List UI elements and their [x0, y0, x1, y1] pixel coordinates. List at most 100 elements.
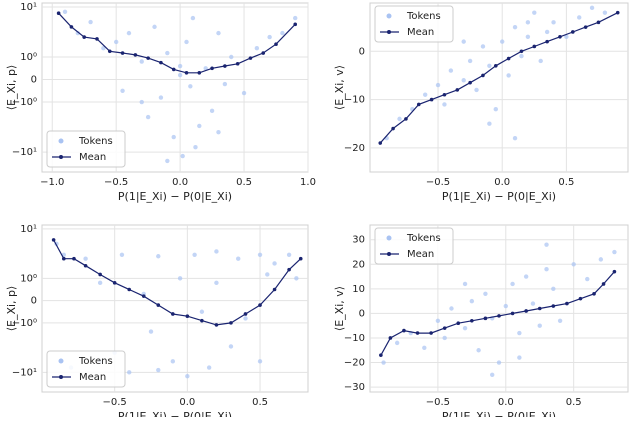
mean-point: [442, 92, 447, 97]
token-point: [145, 114, 151, 120]
token-point: [397, 116, 402, 122]
mean-point: [379, 353, 383, 357]
x-tick-label: 0.0: [172, 177, 188, 188]
token-point: [394, 340, 400, 346]
token-point: [589, 5, 595, 11]
token-point: [199, 309, 205, 314]
mean-point: [159, 60, 163, 65]
token-point: [532, 10, 537, 15]
mean-point: [470, 318, 474, 323]
token-point: [243, 316, 248, 321]
mean-point: [571, 30, 575, 34]
y-tick-label: 10: [352, 284, 365, 295]
token-point: [214, 280, 219, 286]
token-point: [422, 345, 427, 350]
token-point: [435, 318, 441, 323]
mean-point: [243, 312, 248, 316]
token-point: [139, 59, 144, 64]
mean-point: [69, 25, 74, 29]
mean-point: [558, 35, 562, 39]
legend-label: Mean: [79, 152, 106, 163]
legend-marker: [59, 155, 63, 159]
x-tick-label: 0.0: [179, 397, 195, 408]
token-point: [165, 158, 170, 164]
y-tick-label: 0: [31, 75, 37, 86]
legend-marker: [387, 252, 391, 256]
token-point: [602, 10, 608, 15]
y-tick-label: 30: [352, 235, 365, 246]
legend-box: [46, 350, 126, 388]
y-tick-label: 0: [359, 46, 365, 57]
token-point: [257, 252, 263, 257]
token-point: [197, 123, 202, 129]
legend-box: [374, 5, 454, 43]
token-point: [493, 107, 498, 112]
token-point: [152, 24, 157, 30]
token-point: [236, 256, 241, 261]
token-point: [265, 272, 270, 277]
x-axis-label: P(1|E_Xi) − P(0|E_Xi): [442, 410, 556, 417]
mean-point: [612, 269, 617, 274]
token-point: [101, 45, 106, 51]
mean-point: [442, 326, 447, 330]
mean-point: [615, 10, 620, 15]
token-point: [229, 54, 234, 60]
token-point: [551, 286, 556, 292]
token-point: [525, 20, 531, 25]
y-tick-label: −10: [344, 333, 365, 344]
mean-point: [493, 63, 498, 68]
mean-point: [82, 35, 87, 39]
mean-point: [197, 70, 202, 75]
token-point: [180, 153, 185, 159]
mean-point: [519, 49, 524, 54]
token-point: [503, 303, 508, 309]
token-point: [506, 73, 511, 78]
token-point: [254, 45, 260, 51]
token-point: [193, 145, 198, 150]
mean-point: [429, 97, 434, 102]
x-tick-label: 0.5: [558, 177, 574, 188]
token-point: [585, 276, 590, 282]
mean-point: [583, 25, 588, 29]
mean-point: [185, 314, 190, 318]
token-point: [127, 370, 132, 375]
mean-point: [98, 272, 102, 277]
token-point: [62, 9, 68, 15]
y-axis-label: ⟨E_Xi, p⟩: [5, 65, 18, 111]
token-point: [544, 242, 549, 247]
mean-point: [592, 291, 596, 296]
y-tick-label: −10⁰: [12, 318, 37, 329]
mean-point: [298, 256, 303, 261]
y-axis-label: ⟨E_Xi, p⟩: [5, 286, 18, 332]
mean-point: [141, 294, 146, 298]
mean-point: [184, 70, 189, 75]
mean-point: [524, 309, 528, 313]
x-axis-label: P(1|E_Xi) − P(0|E_Xi): [118, 190, 232, 203]
mean-point: [210, 66, 214, 71]
token-point: [177, 72, 183, 78]
mean-point: [112, 281, 117, 285]
token-point: [551, 20, 556, 25]
token-point: [448, 68, 454, 73]
mean-point: [416, 102, 421, 107]
y-axis-label: ⟨E_Xi, v⟩: [333, 65, 346, 110]
token-point: [462, 281, 468, 287]
y-tick-label: 10⁰: [20, 52, 37, 63]
legend-box: [46, 130, 126, 168]
token-point: [170, 359, 176, 364]
token-point: [517, 330, 522, 336]
token-point: [598, 257, 604, 262]
legend-marker: [59, 375, 63, 379]
token-point: [192, 252, 197, 257]
x-tick-label: 0.5: [236, 177, 252, 188]
token-point: [483, 291, 488, 296]
mean-point: [229, 321, 233, 325]
y-axis-label: ⟨E_Xi, v⟩: [333, 286, 346, 331]
token-point: [462, 325, 468, 331]
token-point: [519, 53, 524, 59]
token-point: [206, 365, 212, 370]
mean-point: [248, 56, 253, 60]
token-point: [241, 90, 247, 96]
token-point: [216, 129, 221, 135]
x-tick-label: −0.5: [103, 397, 127, 408]
